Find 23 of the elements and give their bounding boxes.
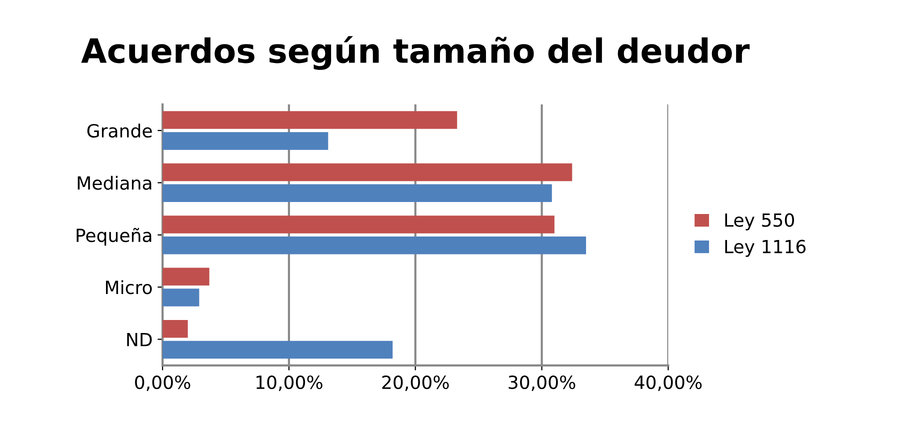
x-tick-label: 40,00% [634,375,702,391]
y-tick-label: ND [127,332,152,346]
bar [162,132,328,150]
chart-title: Acuerdos según tamaño del deudor [81,36,750,70]
bar [162,268,210,286]
bar [162,340,393,359]
bar [162,288,200,306]
bar [162,184,552,202]
bar [162,320,188,338]
bar [162,111,458,129]
x-tick-label: 20,00% [382,375,449,391]
legend-label: Ley 550 [725,213,794,230]
y-tick-label: Mediana [78,176,152,190]
x-tick-label: 10,00% [256,375,322,391]
x-tick-label: 0,00% [135,375,190,391]
legend-label: Ley 1116 [725,240,806,257]
bar [162,216,554,234]
bar [162,236,586,254]
bar [162,163,572,182]
y-tick-label: Micro [106,280,152,294]
x-tick-label: 30,00% [508,375,576,391]
y-tick-label: Pequeña [76,228,152,246]
y-tick-label: Grande [87,124,152,138]
